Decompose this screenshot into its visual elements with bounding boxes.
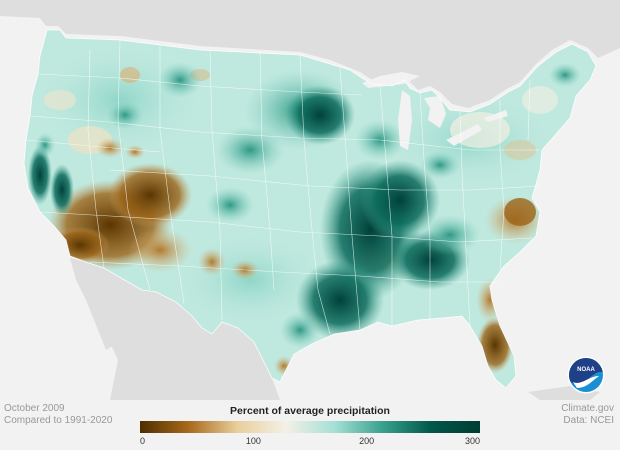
lake-ontario [484,110,508,122]
credit-label: Climate.gov [561,403,614,414]
lake-erie [446,124,482,146]
map-footer-right: Climate.gov Data: NCEI [561,403,614,427]
noaa-logo-text: NOAA [577,367,595,373]
neighbor-land [0,0,620,400]
state-boundaries [25,39,541,335]
great-lakes [362,72,508,150]
canada-land [0,0,620,108]
legend-tick-label: 0 [140,436,146,446]
period-label: October 2009 [4,403,65,414]
conus-precip-field [24,30,596,388]
legend-tick-label: 100 [245,436,261,446]
precipitation-map [0,0,620,400]
lake-michigan [398,90,412,150]
legend-tick-label: 300 [464,436,480,446]
legend-tick-label: 200 [359,436,375,446]
mexico-land [70,258,280,400]
map-footer-left: October 2009 Compared to 1991-2020 [4,403,112,427]
comparison-label: Compared to 1991-2020 [4,415,113,426]
baja-peninsula [70,258,114,350]
legend-title: Percent of average precipitation [230,405,390,417]
legend-color-bar [140,421,480,433]
lake-superior [362,72,420,88]
data-source-label: Data: NCEI [563,415,614,426]
noaa-logo: NOAA [567,356,605,394]
lake-huron [424,96,446,128]
